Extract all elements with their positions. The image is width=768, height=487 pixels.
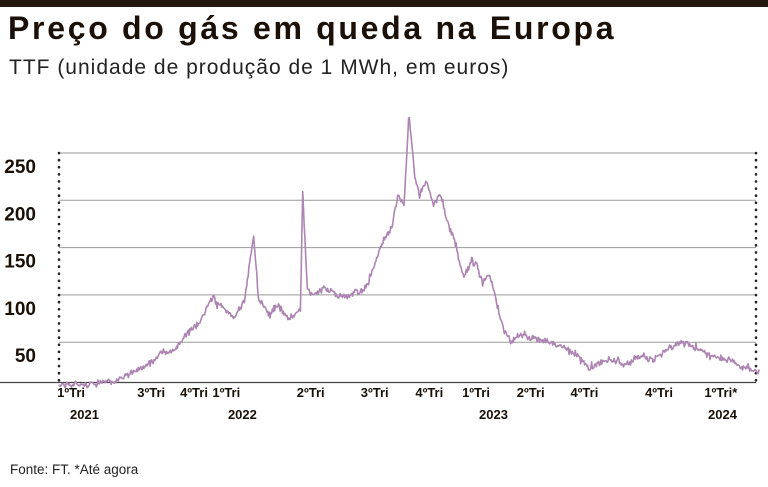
- svg-text:4ºTri: 4ºTri: [645, 385, 673, 400]
- svg-text:50: 50: [15, 346, 36, 367]
- svg-text:250: 250: [4, 157, 36, 178]
- svg-text:2022: 2022: [228, 407, 257, 422]
- svg-text:1ºTri*: 1ºTri*: [704, 385, 738, 400]
- svg-text:1ºTri: 1ºTri: [57, 385, 85, 400]
- svg-text:4ºTri: 4ºTri: [180, 385, 208, 400]
- svg-text:3ºTri: 3ºTri: [361, 385, 389, 400]
- svg-text:2023: 2023: [479, 407, 508, 422]
- svg-text:200: 200: [4, 204, 36, 225]
- svg-text:1ºTri: 1ºTri: [462, 385, 490, 400]
- svg-text:4ºTri: 4ºTri: [570, 385, 598, 400]
- svg-text:3ºTri: 3ºTri: [137, 385, 165, 400]
- svg-text:2ºTri: 2ºTri: [297, 385, 325, 400]
- svg-text:2024: 2024: [708, 407, 738, 422]
- svg-text:100: 100: [4, 299, 36, 320]
- svg-text:4ºTri: 4ºTri: [415, 385, 443, 400]
- svg-text:150: 150: [4, 252, 36, 273]
- svg-text:1ºTri: 1ºTri: [212, 385, 240, 400]
- svg-text:2021: 2021: [70, 407, 99, 422]
- svg-text:2ºTri: 2ºTri: [517, 385, 545, 400]
